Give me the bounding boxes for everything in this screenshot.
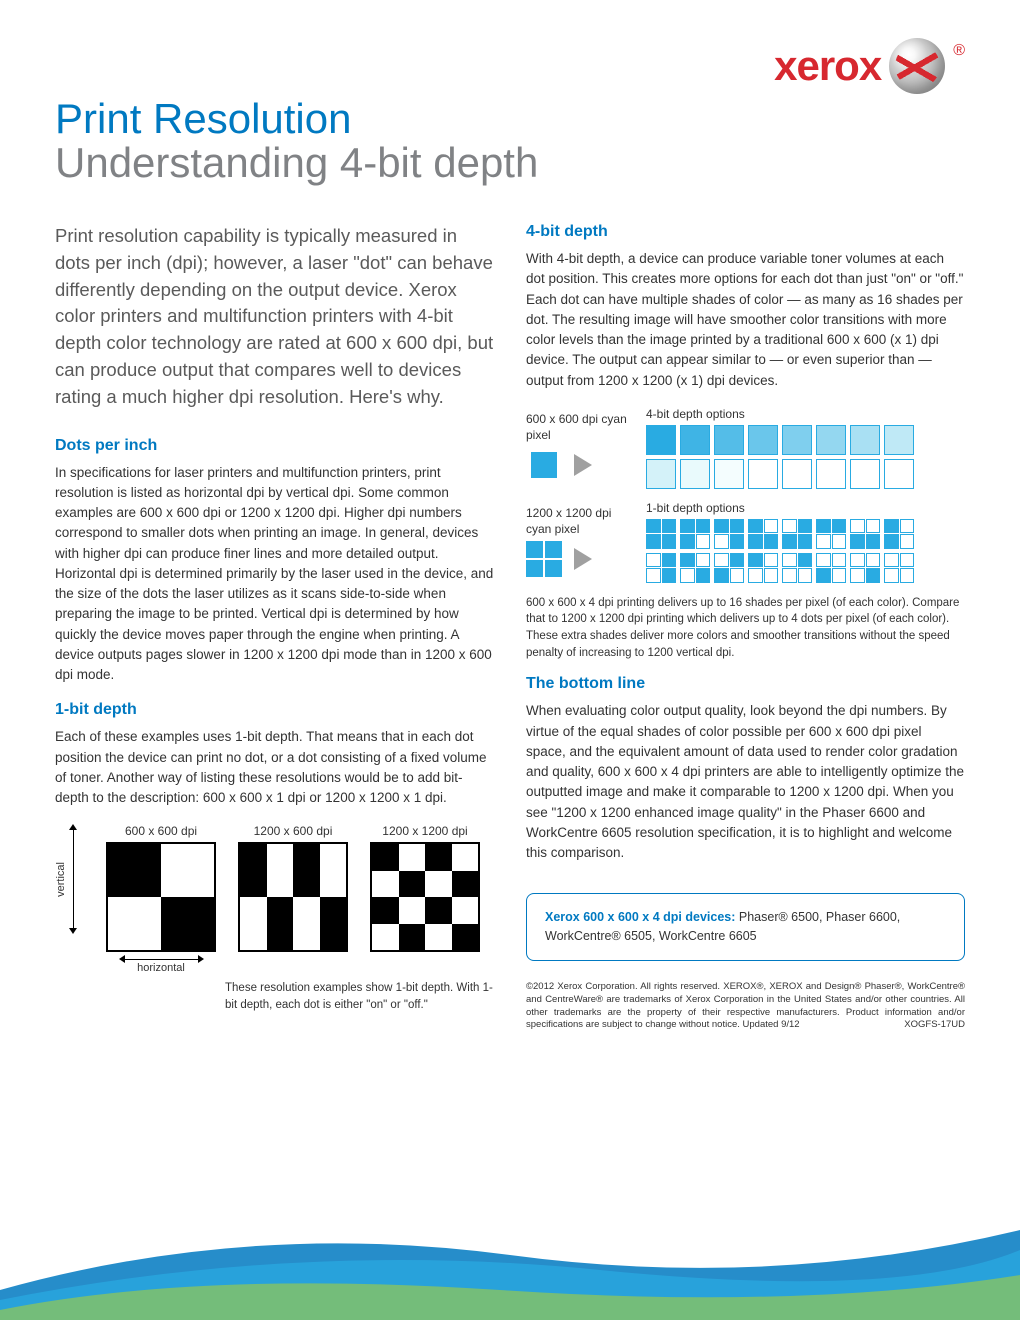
pixel-1200-icon (526, 541, 562, 577)
shade-swatch (850, 459, 880, 489)
devices-callout: Xerox 600 x 600 x 4 dpi devices: Phaser®… (526, 893, 965, 961)
section-body-dpi: In specifications for laser printers and… (55, 463, 494, 686)
pixel-label-600: 600 x 600 dpi cyan pixel (526, 412, 638, 443)
pattern-swatch (748, 553, 778, 583)
options-label-4bit: 4-bit depth options (646, 407, 914, 421)
shade-swatch (680, 459, 710, 489)
shade-swatch (816, 459, 846, 489)
page-title: Print Resolution (55, 95, 965, 143)
section-head-1bit: 1-bit depth (55, 701, 494, 719)
arrow-icon (574, 548, 592, 570)
shade-swatch (782, 425, 812, 455)
bit-row-1bit: 1200 x 1200 dpi cyan pixel 1-bit depth o… (526, 501, 965, 583)
section-body-4bit: With 4-bit depth, a device can produce v… (526, 249, 965, 391)
shade-swatch (884, 425, 914, 455)
section-body-1bit: Each of these examples uses 1-bit depth.… (55, 727, 494, 808)
shade-swatch (714, 425, 744, 455)
pattern-swatch (884, 553, 914, 583)
section-body-bottom: When evaluating color output quality, lo… (526, 701, 965, 863)
bit-row-4bit: 600 x 600 dpi cyan pixel 4-bit depth opt… (526, 407, 965, 489)
pattern-swatch (816, 553, 846, 583)
pattern-swatch (782, 519, 812, 549)
shade-swatch (646, 425, 676, 455)
options-grid-1bit (646, 519, 914, 583)
vertical-axis-label: vertical (55, 862, 67, 897)
pattern-swatch (680, 553, 710, 583)
page-subtitle: Understanding 4-bit depth (55, 139, 965, 187)
pattern-swatch (646, 553, 676, 583)
shade-swatch (748, 459, 778, 489)
shade-swatch (748, 425, 778, 455)
document-code: XOGFS-17UD (904, 1019, 965, 1032)
resolution-grid-examples: vertical 600 x 600 dpi horizontal (55, 824, 494, 974)
bit-depth-demo: 600 x 600 dpi cyan pixel 4-bit depth opt… (526, 407, 965, 583)
left-column: Print resolution capability is typically… (55, 223, 494, 1032)
grid-600x600: 600 x 600 dpi horizontal (106, 824, 216, 974)
brand-sphere-icon (889, 38, 945, 94)
footer-swoosh (0, 1200, 1020, 1320)
pattern-swatch (680, 519, 710, 549)
copyright-text: ©2012 Xerox Corporation. All rights rese… (526, 981, 965, 1032)
brand-registered: ® (953, 42, 965, 60)
callout-label: Xerox 600 x 600 x 4 dpi devices: (545, 910, 735, 924)
shade-swatch (884, 459, 914, 489)
section-head-bottom: The bottom line (526, 675, 965, 693)
pattern-swatch (850, 519, 880, 549)
pixel-label-1200: 1200 x 1200 dpi cyan pixel (526, 506, 638, 537)
intro-paragraph: Print resolution capability is typically… (55, 223, 494, 411)
arrow-icon (574, 454, 592, 476)
shade-swatch (646, 459, 676, 489)
right-column: 4-bit depth With 4-bit depth, a device c… (526, 223, 965, 1032)
shade-swatch (816, 425, 846, 455)
shade-swatch (714, 459, 744, 489)
section-head-4bit: 4-bit depth (526, 223, 965, 241)
vertical-axis: vertical (55, 824, 84, 934)
pattern-swatch (714, 553, 744, 583)
shade-swatch (680, 425, 710, 455)
section-head-dpi: Dots per inch (55, 437, 494, 455)
pixel-600-icon (526, 447, 562, 483)
grid-caption: These resolution examples show 1-bit dep… (225, 980, 494, 1012)
pattern-swatch (782, 553, 812, 583)
content-columns: Print resolution capability is typically… (55, 223, 965, 1032)
bit-demo-caption: 600 x 600 x 4 dpi printing delivers up t… (526, 595, 965, 662)
pattern-swatch (714, 519, 744, 549)
document-page: xerox ® Print Resolution Understanding 4… (0, 0, 1020, 1032)
shade-swatch (782, 459, 812, 489)
pattern-swatch (816, 519, 846, 549)
pattern-swatch (748, 519, 778, 549)
grid-1200x1200: 1200 x 1200 dpi (370, 824, 480, 952)
brand-logo: xerox ® (774, 38, 965, 94)
options-grid-4bit (646, 425, 914, 489)
grid-1200x600: 1200 x 600 dpi (238, 824, 348, 952)
brand-wordmark: xerox (774, 42, 881, 90)
shade-swatch (850, 425, 880, 455)
options-label-1bit: 1-bit depth options (646, 501, 914, 515)
pattern-swatch (850, 553, 880, 583)
pattern-swatch (884, 519, 914, 549)
pattern-swatch (646, 519, 676, 549)
